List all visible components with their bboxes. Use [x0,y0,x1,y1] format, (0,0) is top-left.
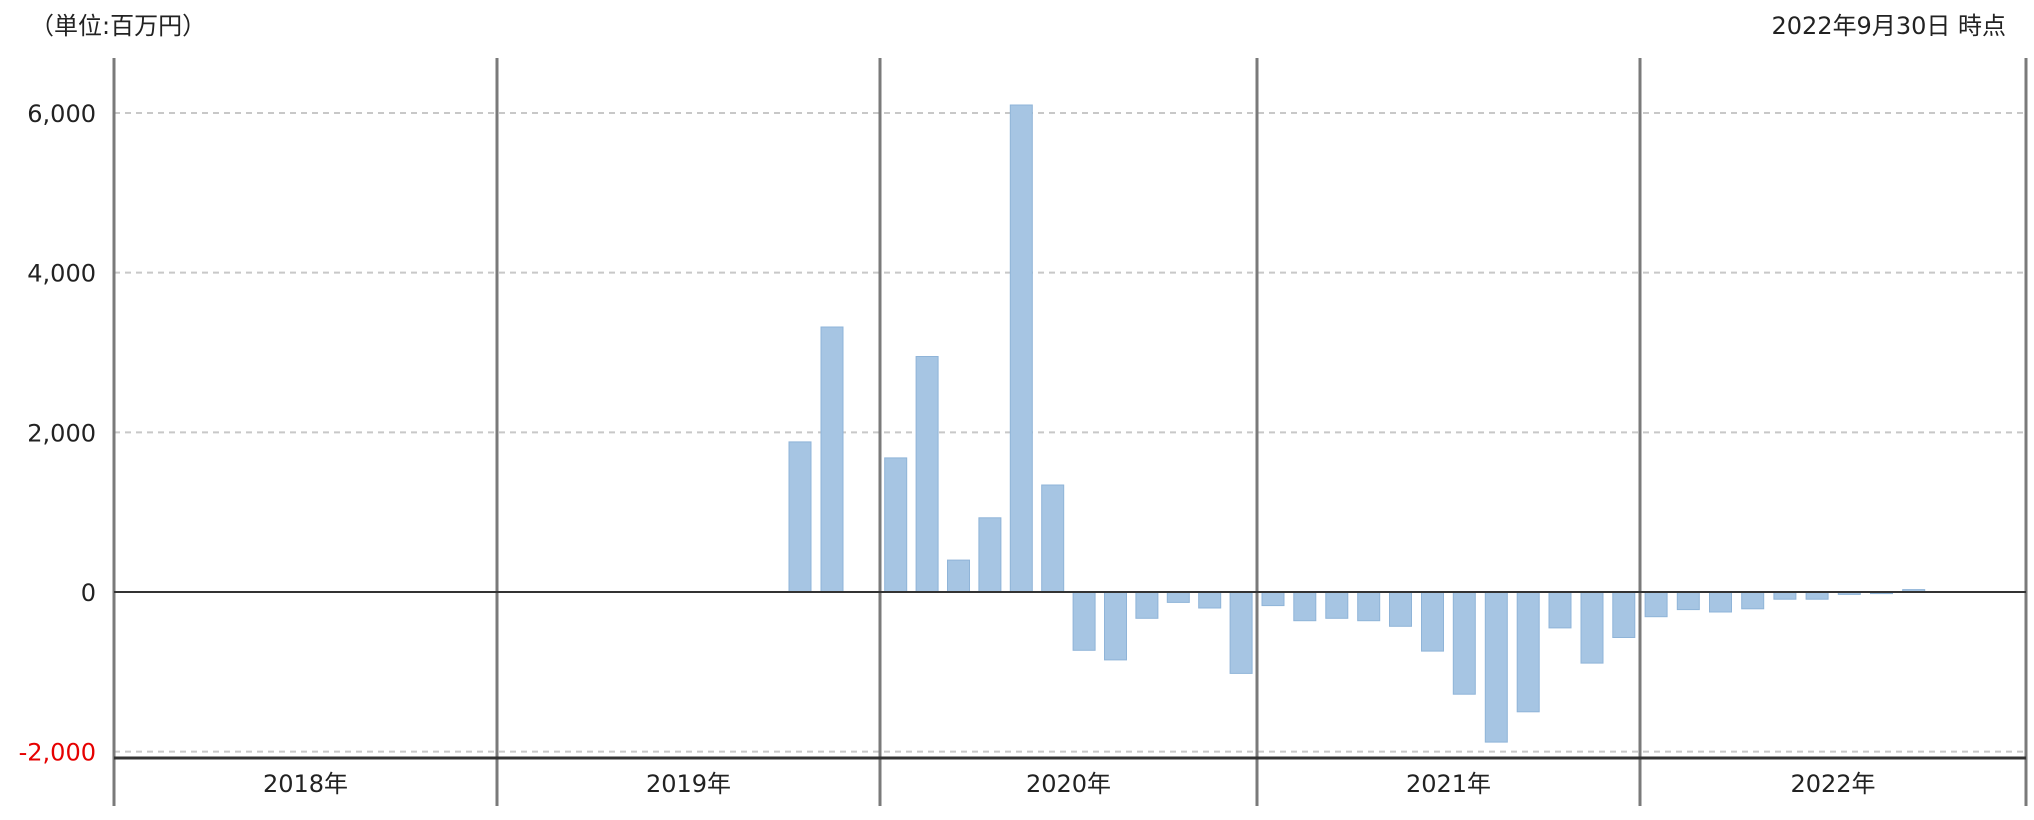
bar [1389,591,1412,627]
bar [1166,591,1190,603]
bar [1805,591,1829,600]
y-tick-label: 0 [81,579,96,607]
bar [1293,591,1317,622]
x-category-label: 2018年 [263,770,348,798]
bar [1741,591,1765,610]
bar [1072,591,1096,651]
bar [1009,104,1033,593]
bar [820,326,844,593]
bar [884,457,908,593]
bar [1484,591,1508,743]
x-category-label: 2020年 [1026,770,1111,798]
bar [788,441,812,593]
bar [1452,591,1476,695]
bar [1041,484,1065,593]
x-category-label: 2019年 [646,770,731,798]
bar [1773,591,1797,600]
bar [1644,591,1668,618]
bar [1104,591,1127,661]
y-tick-label: 4,000 [27,260,96,288]
y-tick-label: 6,000 [27,100,96,128]
bar [1516,591,1540,713]
unit-label: （単位:百万円） [30,12,207,40]
bar [1612,591,1636,638]
bar [1135,591,1159,619]
bar [978,517,1002,593]
y-tick-label: -2,000 [19,739,96,767]
as-of-date: 2022年9月30日 時点 [1771,12,2006,40]
x-category-label: 2022年 [1790,770,1875,798]
y-tick-label: 2,000 [27,419,96,447]
bar [1676,591,1700,611]
bar [1325,591,1349,619]
x-category-label: 2021年 [1406,770,1491,798]
bar [1580,591,1604,664]
bar [1198,591,1222,609]
bar [1261,591,1285,607]
bar [1548,591,1572,629]
bar [1229,591,1253,674]
bar [1421,591,1444,652]
bar [1709,591,1732,613]
bar [915,356,939,593]
bar [1357,591,1381,622]
bar [947,559,970,593]
